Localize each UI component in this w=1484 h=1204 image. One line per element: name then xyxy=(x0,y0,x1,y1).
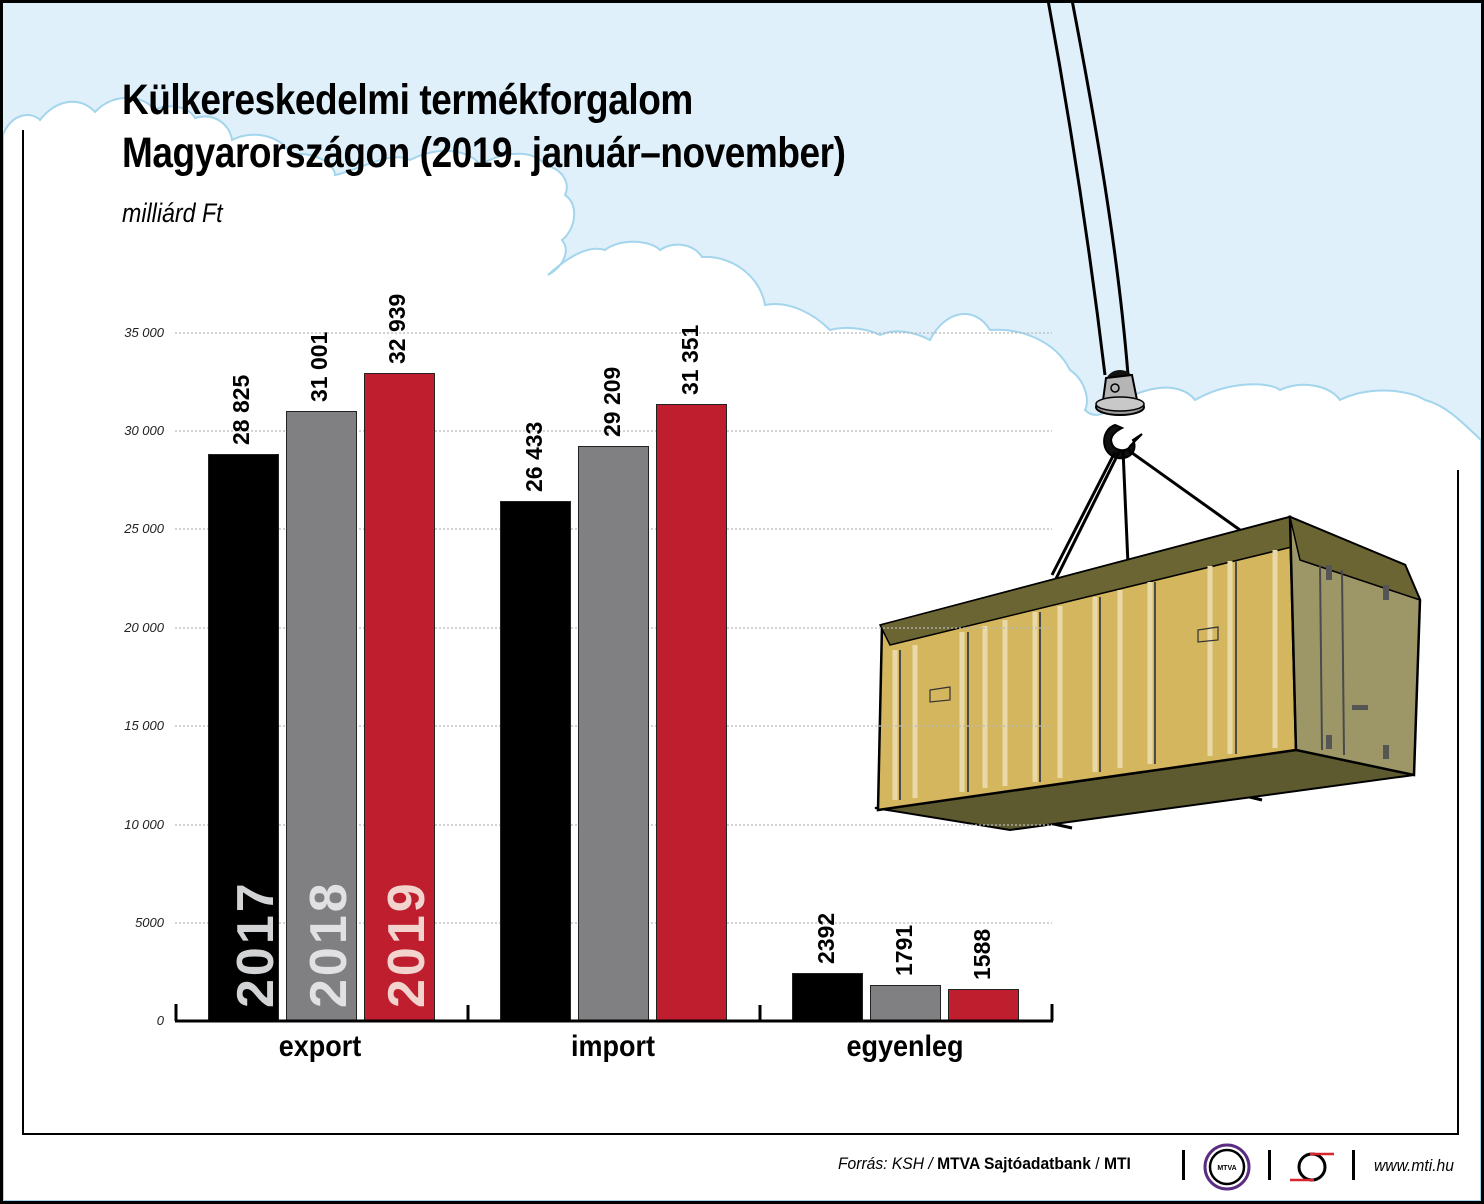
bar-export-2018 xyxy=(286,411,357,1021)
bar-export-2017 xyxy=(208,454,279,1021)
y-tick-25000: 25 000 xyxy=(124,521,164,536)
y-tick-0: 0 xyxy=(156,1013,164,1028)
hook-icon xyxy=(1103,423,1143,460)
value-balance-2018: 1791 xyxy=(891,924,917,976)
y-tick-5000: 5000 xyxy=(135,915,164,930)
source-prefix: Forrás: KSH / xyxy=(838,1154,933,1173)
bar-balance-2017 xyxy=(792,973,863,1021)
legend-2019: 2019 xyxy=(378,880,436,1008)
bar-import-2018 xyxy=(578,446,649,1021)
source-separator: / xyxy=(1095,1154,1100,1173)
bar-import-2019 xyxy=(656,404,727,1021)
value-import-2019: 31 351 xyxy=(677,324,703,395)
crane-cable-icon xyxy=(1046,0,1107,376)
website-link[interactable]: www.mti.hu xyxy=(1374,1156,1454,1175)
category-balance: egyenleg xyxy=(846,1030,964,1063)
category-export: export xyxy=(278,1030,362,1063)
source-credit: Forrás: KSH / MTVA Sajtóadatbank / MTI xyxy=(838,1154,1131,1174)
value-import-2017: 26 433 xyxy=(521,421,547,492)
footer-divider xyxy=(1268,1150,1271,1180)
svg-text:MTVA: MTVA xyxy=(1217,1165,1236,1172)
bar-balance-2019 xyxy=(948,989,1019,1021)
source-mti: MTI xyxy=(1103,1154,1131,1173)
title-line-1: Külkereskedelmi termékforgalom xyxy=(122,76,693,124)
value-balance-2019: 1588 xyxy=(969,928,995,980)
legend-2017: 2017 xyxy=(227,880,285,1008)
category-import: import xyxy=(570,1030,655,1063)
legend-2018: 2018 xyxy=(300,880,358,1008)
bar-export-2019 xyxy=(364,373,435,1021)
y-tick-10000: 10 000 xyxy=(124,817,164,832)
inner-frame xyxy=(22,130,1459,1135)
footer-divider xyxy=(1352,1150,1355,1180)
mtva-logo-icon: MTVA xyxy=(1203,1143,1251,1191)
source-databank: MTVA Sajtóadatbank xyxy=(937,1154,1091,1173)
chart-title: Külkereskedelmi termékforgalom Magyarors… xyxy=(122,74,846,180)
mti-logo-icon xyxy=(1290,1152,1334,1182)
y-tick-15000: 15 000 xyxy=(124,718,164,733)
title-line-2: Magyarországon (2019. január–november) xyxy=(122,129,846,177)
container-icon xyxy=(874,515,1422,832)
pulley-icon xyxy=(1095,370,1145,416)
y-tick-30000: 30 000 xyxy=(124,423,164,438)
value-balance-2017: 2392 xyxy=(813,912,839,964)
unit-label: milliárd Ft xyxy=(122,198,223,228)
y-tick-20000: 20 000 xyxy=(124,620,164,635)
bar-balance-2018 xyxy=(870,985,941,1021)
footer-divider xyxy=(1182,1150,1185,1180)
value-import-2018: 29 209 xyxy=(599,366,625,437)
value-export-2018: 31 001 xyxy=(306,331,332,402)
value-export-2017: 28 825 xyxy=(228,374,254,445)
bar-import-2017 xyxy=(500,501,571,1021)
value-export-2019: 32 939 xyxy=(384,293,410,364)
y-tick-35000: 35 000 xyxy=(124,325,164,340)
